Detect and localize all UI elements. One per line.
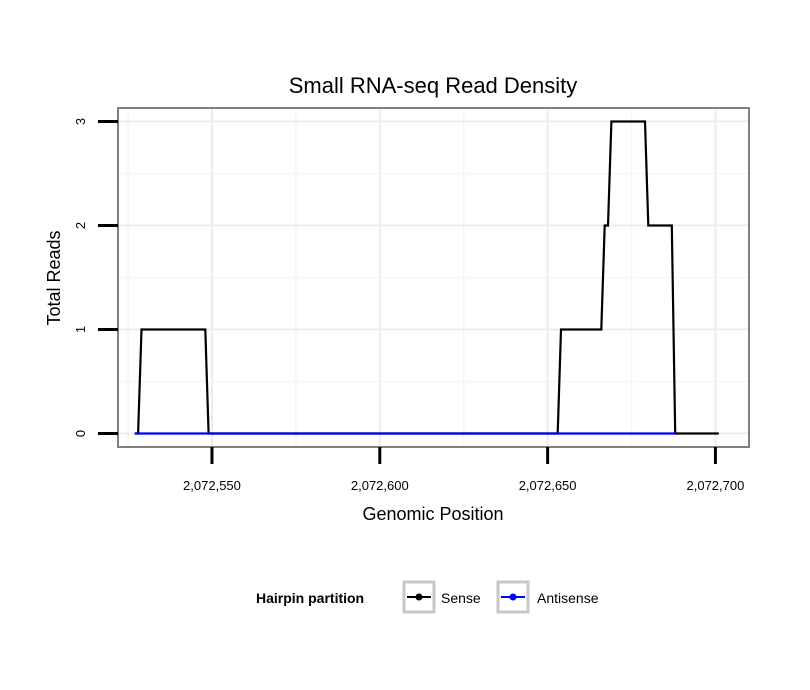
series-lines — [134, 120, 719, 435]
legend-label-antisense: Antisense — [537, 590, 599, 606]
y-tick-label: 0 — [73, 430, 88, 437]
grid-lines — [118, 108, 749, 447]
x-axis-title: Genomic Position — [362, 504, 503, 524]
x-tick-label: 2,072,600 — [351, 478, 409, 493]
y-axis-title: Total Reads — [44, 230, 64, 325]
y-axis: 0 1 2 3 — [73, 118, 118, 437]
y-tick-label: 1 — [73, 326, 88, 333]
legend-entry-sense: Sense — [402, 580, 481, 614]
legend-entry-antisense: Antisense — [496, 580, 599, 614]
legend: Hairpin partition Sense Antisense — [256, 580, 599, 614]
plot-panel — [117, 107, 750, 448]
series-line-sense — [134, 120, 719, 435]
chart-title: Small RNA-seq Read Density — [289, 73, 578, 98]
legend-title: Hairpin partition — [256, 590, 364, 606]
legend-key-point-sense — [415, 593, 423, 601]
x-tick-label: 2,072,550 — [183, 478, 241, 493]
legend-key-point-antisense — [509, 593, 517, 601]
legend-label-sense: Sense — [441, 590, 481, 606]
y-tick-label: 3 — [73, 118, 88, 125]
x-tick-label: 2,072,650 — [519, 478, 577, 493]
x-axis: 2,072,550 2,072,600 2,072,650 2,072,700 — [183, 447, 744, 493]
x-tick-label: 2,072,700 — [687, 478, 745, 493]
y-tick-label: 2 — [73, 222, 88, 229]
